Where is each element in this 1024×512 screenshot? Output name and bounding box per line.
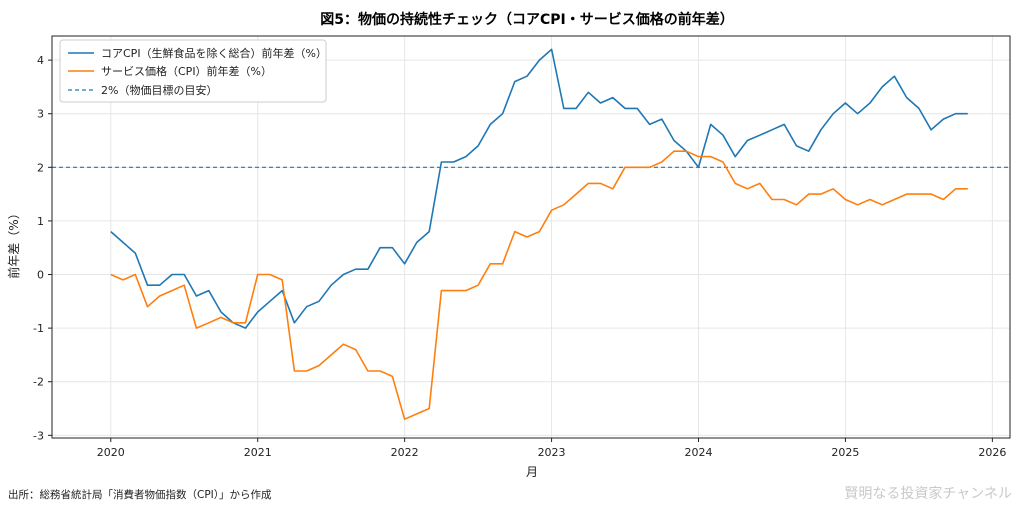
x-tick-label: 2022: [391, 446, 419, 459]
chart-title: 図5：物価の持続性チェック（コアCPI・サービス価格の前年差）: [320, 11, 733, 28]
series-lines: [110, 48, 968, 421]
y-tick-label: -1: [33, 322, 44, 335]
y-axis: -3 -2 -1 0 1 2 3 4: [33, 54, 52, 442]
legend-label-core-cpi: コアCPI（生鮮食品を除く総合）前年差（%）: [101, 46, 327, 60]
y-tick-label: 3: [37, 108, 44, 121]
legend-label-target: 2%（物価目標の目安）: [101, 83, 217, 97]
series-line-1: [110, 150, 968, 421]
legend-label-service: サービス価格（CPI）前年差（%）: [101, 64, 272, 78]
x-tick-label: 2025: [831, 446, 859, 459]
y-tick-label: 4: [37, 54, 44, 67]
y-tick-label: 0: [37, 269, 44, 282]
x-axis: 2020 2021 2022 2023 2024 2025 2026: [97, 438, 1006, 459]
y-tick-label: -2: [33, 376, 44, 389]
legend: コアCPI（生鮮食品を除く総合）前年差（%） サービス価格（CPI）前年差（%）…: [59, 39, 327, 103]
x-tick-label: 2020: [97, 446, 125, 459]
legend-box: [59, 39, 327, 103]
y-tick-label: -3: [33, 429, 44, 442]
plot-frame: [51, 35, 1011, 439]
x-tick-label: 2026: [978, 446, 1006, 459]
series-line-0: [110, 48, 968, 329]
channel-watermark: 賢明なる投資家チャンネル: [844, 486, 1012, 502]
x-tick-label: 2021: [244, 446, 272, 459]
y-axis-label: 前年差（%）: [6, 207, 21, 278]
y-tick-label: 1: [37, 215, 44, 228]
x-axis-label: 月: [526, 465, 538, 479]
source-note: 出所：総務省統計局「消費者物価指数（CPI）」から作成: [8, 489, 272, 501]
y-tick-label: 2: [37, 161, 44, 174]
x-tick-label: 2024: [685, 446, 713, 459]
x-tick-label: 2023: [538, 446, 566, 459]
